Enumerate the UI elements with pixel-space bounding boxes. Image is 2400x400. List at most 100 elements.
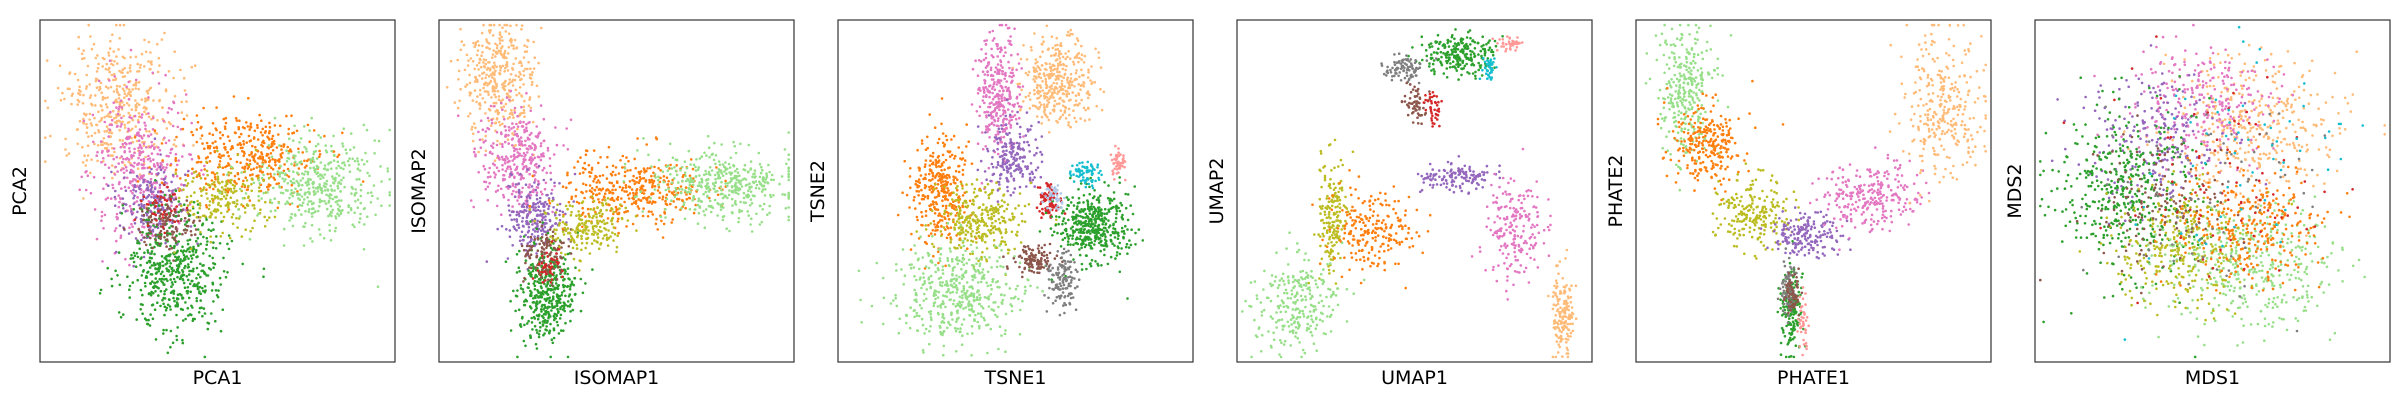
data-point [216,177,220,181]
data-point [172,76,175,80]
data-point [154,205,157,208]
data-point [585,237,588,241]
data-point [186,248,189,251]
data-point [207,322,211,325]
data-point [626,193,630,197]
data-point [114,189,117,193]
data-point [511,144,514,147]
data-point [551,341,555,345]
data-point [588,252,592,255]
data-point [213,194,217,198]
data-point [671,218,674,221]
data-point [174,211,177,214]
data-point [561,283,565,287]
data-point [175,334,178,338]
data-point [307,187,311,190]
data-point [636,149,639,152]
data-point [517,75,521,78]
data-point [107,184,110,187]
data-point [558,209,562,213]
data-point [568,305,572,308]
data-point [166,303,170,307]
data-point [89,122,93,125]
data-point [304,209,307,213]
data-point [135,134,138,137]
data-point [336,212,339,215]
data-point [219,204,222,208]
data-point [598,214,602,218]
data-point [161,270,164,274]
data-point [539,104,543,107]
data-point [356,167,360,171]
data-point [97,79,101,83]
data-point [472,41,475,45]
data-point [497,111,501,115]
data-point [548,299,551,303]
data-point [496,227,500,231]
data-point [325,207,329,211]
data-point [131,179,134,183]
data-point [141,166,144,170]
data-point [574,194,578,198]
data-point [473,67,477,71]
data-point [222,117,226,121]
data-point [174,156,178,160]
data-point [268,129,271,133]
data-point [221,219,225,223]
data-point [491,56,494,59]
data-point [188,153,191,156]
data-point [323,173,327,176]
data-point [147,115,151,119]
data-point [542,312,546,316]
data-point [194,239,198,243]
data-point [231,222,235,226]
data-point [166,233,169,237]
data-point [787,215,790,219]
data-point [550,309,553,312]
data-point [175,174,179,178]
data-point [509,155,513,158]
data-point [716,193,720,197]
data-point [530,131,533,135]
data-point [585,190,588,193]
data-point [514,183,518,186]
data-point [269,198,272,202]
data-point [211,122,215,125]
data-point [256,138,260,141]
data-point [617,172,621,175]
data-point [252,157,256,160]
data-point [130,253,133,257]
data-point [271,140,274,144]
data-point [648,200,652,203]
data-point [296,193,299,196]
data-point [182,188,185,191]
data-point [172,292,176,295]
data-point [168,193,172,197]
data-point [164,73,167,77]
data-point [590,222,593,225]
data-point [548,228,552,231]
data-point [243,126,246,130]
data-point [518,202,521,206]
data-point [306,196,309,199]
data-point [484,153,487,157]
data-point [160,38,164,41]
data-point [522,69,525,73]
data-point [115,106,118,109]
data-point [528,208,532,211]
data-point [531,328,534,331]
data-point [535,84,539,88]
data-point [165,245,168,248]
data-point [359,212,362,216]
data-point [124,165,128,169]
data-point [445,86,449,89]
data-point [713,141,716,145]
data-point [624,186,628,189]
data-point [631,222,635,226]
data-point [495,166,499,169]
data-point [522,339,526,343]
data-point [635,191,638,195]
data-point [566,267,570,270]
data-point [528,98,531,101]
data-point [135,174,139,178]
